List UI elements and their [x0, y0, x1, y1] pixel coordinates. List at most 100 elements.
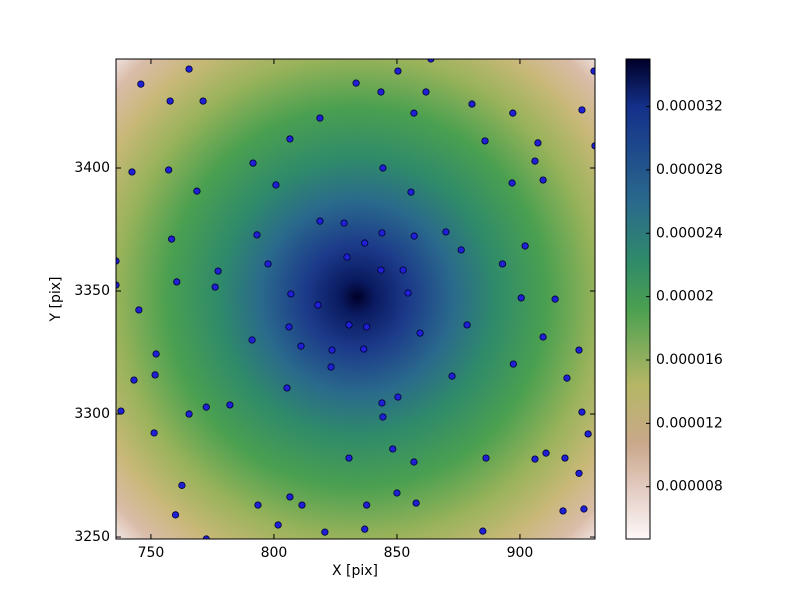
point [316, 114, 324, 122]
point [340, 219, 348, 227]
point [345, 321, 353, 329]
colorbar-tick-label: 0.00002 [656, 289, 714, 305]
point [378, 399, 386, 407]
point [128, 168, 136, 176]
point [517, 294, 525, 302]
point [584, 430, 592, 438]
point [534, 139, 542, 147]
point [521, 242, 529, 250]
point [274, 521, 282, 529]
point [283, 384, 291, 392]
y-tick-label: 3250 [74, 529, 110, 545]
point [551, 295, 559, 303]
point [531, 157, 539, 165]
point [211, 283, 219, 291]
point [321, 528, 329, 536]
point [249, 159, 257, 167]
point [410, 109, 418, 117]
point [328, 346, 336, 354]
y-tick-label: 3400 [74, 160, 110, 176]
point [168, 235, 176, 243]
point [539, 333, 547, 341]
point [150, 429, 158, 437]
point [479, 527, 487, 535]
point [151, 371, 159, 379]
point [202, 403, 210, 411]
point [165, 166, 173, 174]
point [363, 323, 371, 331]
point [508, 179, 516, 187]
point [343, 253, 351, 261]
point [378, 229, 386, 237]
point [575, 469, 583, 477]
point [412, 499, 420, 507]
colorbar-tick-label: 0.000008 [656, 479, 723, 495]
point [272, 181, 280, 189]
point [314, 301, 322, 309]
point [253, 231, 261, 239]
point [416, 329, 424, 337]
point [166, 97, 174, 105]
point [578, 408, 586, 416]
colorbar-tick-label: 0.000028 [656, 162, 723, 178]
point [442, 228, 450, 236]
y-tick-label: 3350 [74, 283, 110, 299]
point [137, 80, 145, 88]
x-tick-label: 750 [138, 545, 165, 561]
point [178, 481, 186, 489]
point [377, 88, 385, 96]
point [298, 501, 306, 509]
colorbar-tick-label: 0.000024 [656, 225, 723, 241]
point [360, 345, 368, 353]
colorbar-tick-label: 0.000012 [656, 415, 723, 431]
point [135, 306, 143, 314]
heatmap [116, 59, 595, 539]
point [379, 164, 387, 172]
point [345, 454, 353, 462]
x-tick-label: 800 [261, 545, 288, 561]
point [287, 290, 295, 298]
point [407, 188, 415, 196]
point [561, 454, 569, 462]
point [185, 65, 193, 73]
point [389, 445, 397, 453]
point [509, 360, 517, 368]
point [399, 266, 407, 274]
point [379, 413, 387, 421]
point [171, 511, 180, 519]
point [410, 458, 418, 466]
point [214, 267, 222, 275]
point [590, 67, 595, 75]
point [394, 67, 402, 75]
point [427, 59, 435, 63]
colorbar-tick-label: 0.000016 [656, 352, 723, 368]
point [297, 342, 305, 350]
point [422, 88, 430, 96]
point [542, 449, 550, 457]
point [578, 106, 586, 114]
x-tick-label: 900 [507, 545, 534, 561]
colorbar-tick-label: 0.000032 [656, 99, 723, 115]
point [394, 393, 402, 401]
point [352, 79, 360, 87]
y-axis-label: Y [pix] [48, 277, 64, 323]
point [575, 346, 583, 354]
point [559, 507, 567, 515]
point [285, 323, 293, 331]
point [130, 376, 138, 384]
point [117, 407, 125, 415]
point [152, 350, 160, 358]
y-tick-label: 3300 [74, 406, 110, 422]
point [248, 336, 256, 344]
point [264, 260, 272, 268]
point [173, 278, 181, 286]
point [327, 363, 335, 371]
point [468, 100, 476, 108]
point [185, 410, 193, 418]
point [199, 97, 207, 105]
point [482, 454, 490, 462]
point [563, 374, 571, 382]
point [363, 501, 371, 509]
point [410, 232, 418, 240]
